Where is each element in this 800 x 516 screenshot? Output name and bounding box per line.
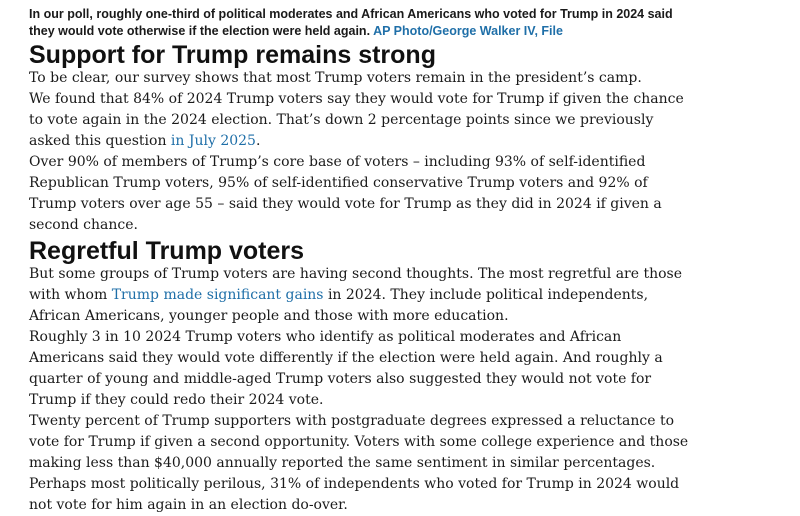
significant-gains-link[interactable]: Trump made significant gains [111,287,324,303]
section-heading-regretful: Regretful Trump voters [29,237,305,265]
caption-text: In our poll, roughly one-third of politi… [29,7,673,38]
paragraph-end: . [255,133,261,149]
photo-credit-link[interactable]: AP Photo/George Walker IV, File [373,24,563,38]
july-2025-link[interactable]: in July 2025 [170,133,256,149]
paragraph-text: We found that 84% of 2024 Trump voters s… [29,91,684,149]
paragraph-text: But some groups of Trump voters are havi… [29,266,683,303]
paragraph-postgraduates: Twenty percent of Trump supporters with … [29,413,689,471]
section-heading-support: Support for Trump remains strong [29,41,436,69]
paragraph-moderates: Roughly 3 in 10 2024 Trump voters who id… [29,329,663,408]
paragraph-independents: Perhaps most politically perilous, 31% o… [29,476,680,513]
paragraph-end: in 2024. They include political independ… [29,287,649,324]
paragraph-second-thoughts: But some groups of Trump voters are havi… [29,264,689,327]
paragraph-core-base: Over 90% of members of Trump’s core base… [29,154,662,233]
photo-caption: In our poll, roughly one-third of politi… [29,6,689,40]
article-body: Support for Trump remains strong To be c… [29,40,689,516]
paragraph-support-84-percent: We found that 84% of 2024 Trump voters s… [29,89,689,152]
paragraph-support-intro: To be clear, our survey shows that most … [29,70,642,86]
